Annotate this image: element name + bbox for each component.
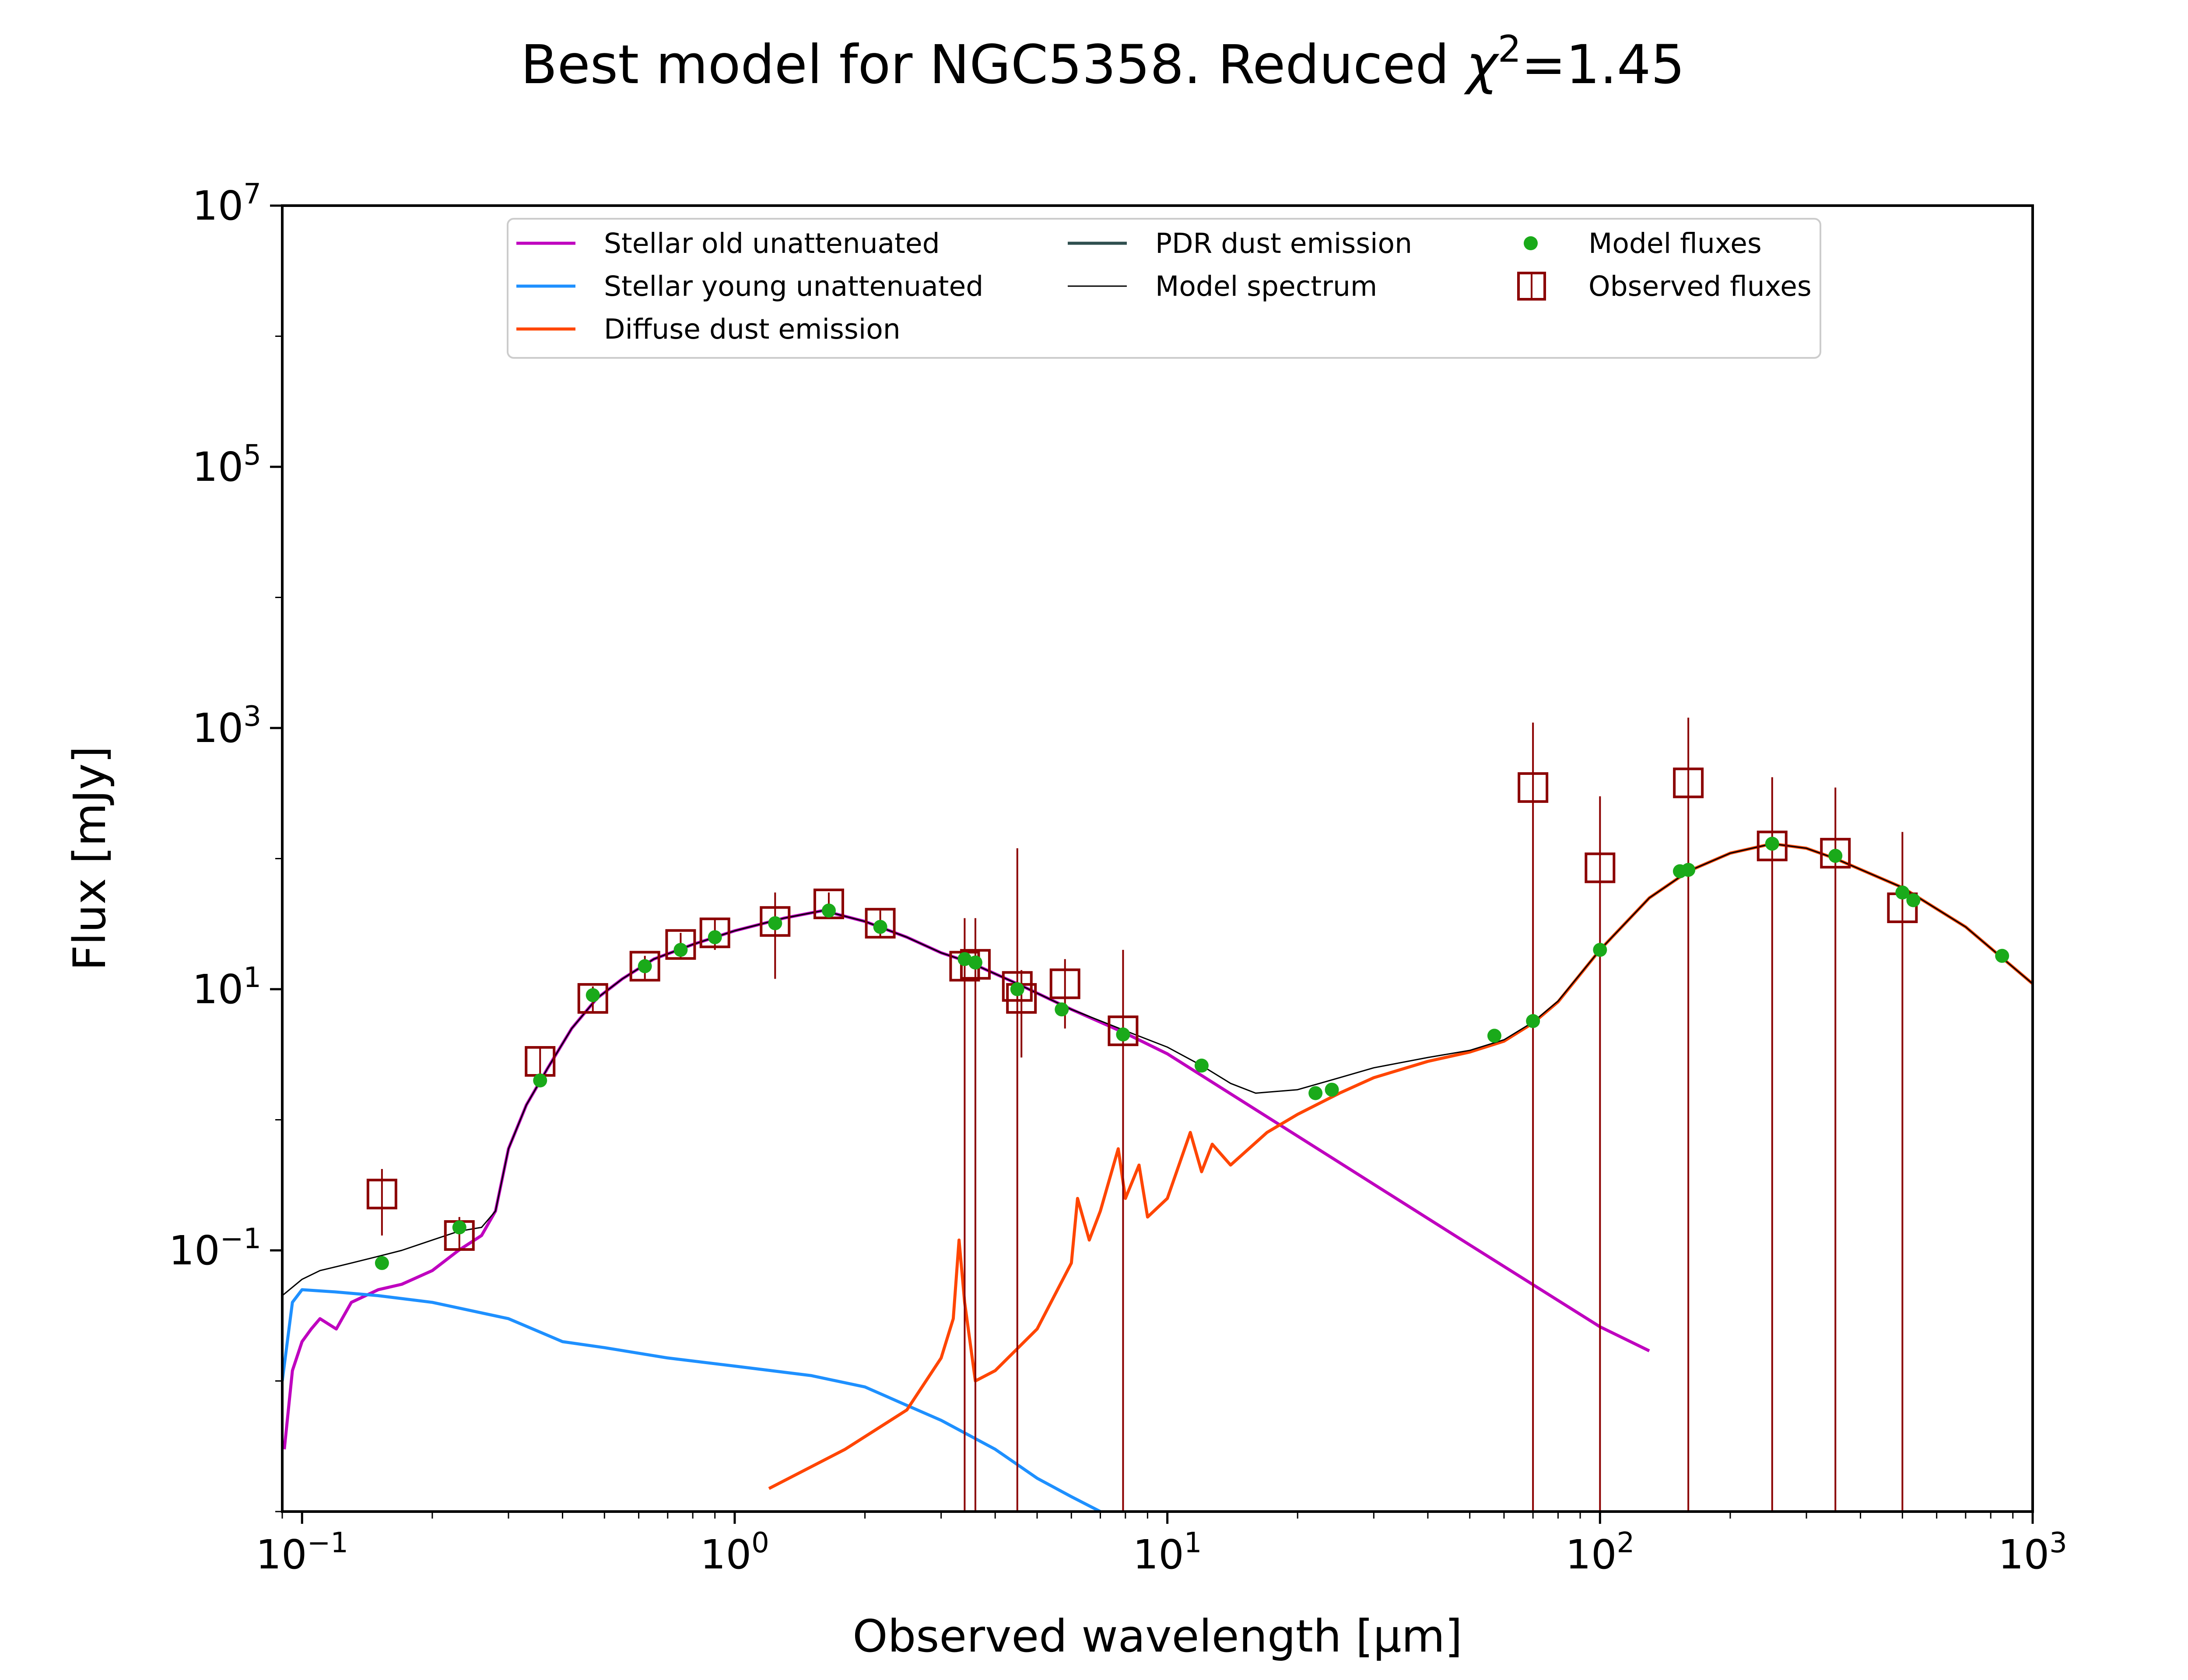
x-tick-label: 101 xyxy=(1133,1527,1202,1578)
model-flux-point xyxy=(873,920,887,934)
model-flux-point xyxy=(1116,1027,1130,1042)
model-flux-point xyxy=(533,1073,547,1088)
model-flux-point xyxy=(768,916,782,931)
model-flux-point xyxy=(673,943,688,957)
plot-series xyxy=(282,718,2033,1512)
observed-flux-point xyxy=(1108,1015,1139,1046)
model-flux-point xyxy=(586,988,600,1002)
x-tick-label: 10−1 xyxy=(256,1527,348,1578)
legend-label-observed-fluxes: Observed fluxes xyxy=(1588,270,1812,302)
model-flux-point xyxy=(1055,1002,1069,1017)
model-flux-point xyxy=(375,1256,389,1270)
observed-flux-point xyxy=(629,951,660,982)
stellar-young-unattenuated-line xyxy=(282,1288,1101,1512)
y-tick-label: 103 xyxy=(192,700,261,752)
x-tick-label: 100 xyxy=(700,1527,769,1578)
x-axis-label: Observed wavelength [μm] xyxy=(852,1610,1462,1662)
y-tick-label: 10−1 xyxy=(169,1223,261,1274)
y-axis-ticks: 10−1 101 103 105 107 xyxy=(169,178,282,1512)
model-flux-point xyxy=(821,903,836,918)
legend-label-model-spectrum: Model spectrum xyxy=(1155,270,1377,302)
legend-label-model-fluxes: Model fluxes xyxy=(1588,228,1762,259)
observed-flux-point xyxy=(699,917,730,948)
model-flux-point xyxy=(968,956,982,970)
legend-label-diffuse-dust-emission: Diffuse dust emission xyxy=(604,313,901,345)
model-flux-point xyxy=(1325,1082,1339,1097)
observed-flux-point xyxy=(1049,968,1080,999)
observed-flux-point xyxy=(813,889,844,920)
y-tick-label: 101 xyxy=(192,962,261,1013)
model-flux-point xyxy=(638,959,652,973)
legend-label-stellar-young-unattenuated: Stellar young unattenuated xyxy=(604,270,983,302)
model-flux-point xyxy=(1487,1029,1501,1043)
observed-flux-point xyxy=(366,1179,397,1210)
y-axis-label: Flux [mJy] xyxy=(64,746,116,971)
model-flux-point xyxy=(1995,948,2009,963)
model-flux-point xyxy=(1895,886,1910,900)
observed-flux-point xyxy=(1757,830,1788,861)
x-axis-ticks: 10−1 100 101 102 103 xyxy=(256,1512,2067,1578)
chart-title: Best model for NGC5358. Reduced χ2=1.45 xyxy=(521,28,1685,96)
legend: Stellar old unattenuated Stellar young un… xyxy=(507,218,1821,359)
observed-flux-point xyxy=(865,908,896,939)
observed-flux-point xyxy=(665,929,696,960)
observed-flux-point xyxy=(577,983,608,1014)
legend-label-stellar-old-unattenuated: Stellar old unattenuated xyxy=(604,228,940,259)
observed-flux-point xyxy=(1002,971,1033,1002)
model-flux-point xyxy=(1308,1086,1323,1100)
y-tick-label: 107 xyxy=(192,178,261,229)
model-flux-point xyxy=(1681,863,1696,877)
legend-swatch-model-fluxes xyxy=(1524,236,1538,250)
model-flux-point xyxy=(452,1220,466,1235)
model-flux-point xyxy=(1765,836,1779,851)
model-flux-point xyxy=(1828,849,1843,863)
observed-flux-point xyxy=(1673,767,1704,798)
model-flux-point xyxy=(1526,1014,1540,1028)
plot-frame xyxy=(281,204,2034,1513)
observed-flux-point xyxy=(1820,838,1851,869)
model-flux-point xyxy=(1194,1058,1209,1073)
legend-label-pdr-dust-emission: PDR dust emission xyxy=(1155,228,1412,259)
legend-frame xyxy=(507,218,1821,359)
observed-flux-point xyxy=(760,906,791,937)
model-flux-point xyxy=(1593,943,1607,957)
model-flux-point xyxy=(957,952,972,966)
x-tick-label: 102 xyxy=(1565,1527,1634,1578)
observed-flux-point xyxy=(1518,772,1549,803)
model-flux-point xyxy=(708,930,722,945)
observed-flux-point xyxy=(1585,852,1616,883)
model-flux-point xyxy=(1010,982,1024,996)
x-tick-label: 103 xyxy=(1998,1527,2067,1578)
model-flux-point xyxy=(1906,893,1921,907)
y-tick-label: 105 xyxy=(192,439,261,490)
